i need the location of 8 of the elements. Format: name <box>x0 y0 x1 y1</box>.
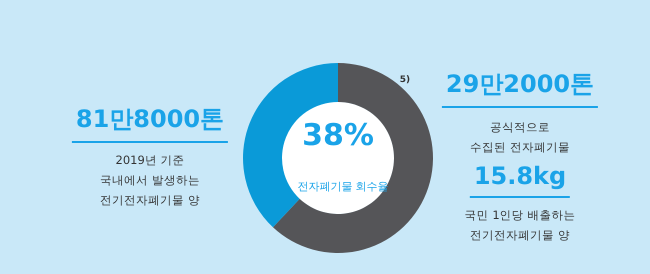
text: 공식적으로 수집된 전자폐기물 <box>469 119 571 156</box>
text: 29만2000톤 <box>442 68 598 108</box>
text: 81만8000톤 <box>72 103 228 143</box>
text: 2019년 기준 국내에서 발생하는 전기전자폐기물 양 <box>99 152 201 209</box>
text: 38% <box>302 118 374 153</box>
text: 5) <box>398 74 412 87</box>
text: 국민 1인당 배출하는 전기전자폐기물 양 <box>464 207 576 244</box>
text: 15.8kg <box>470 162 570 198</box>
